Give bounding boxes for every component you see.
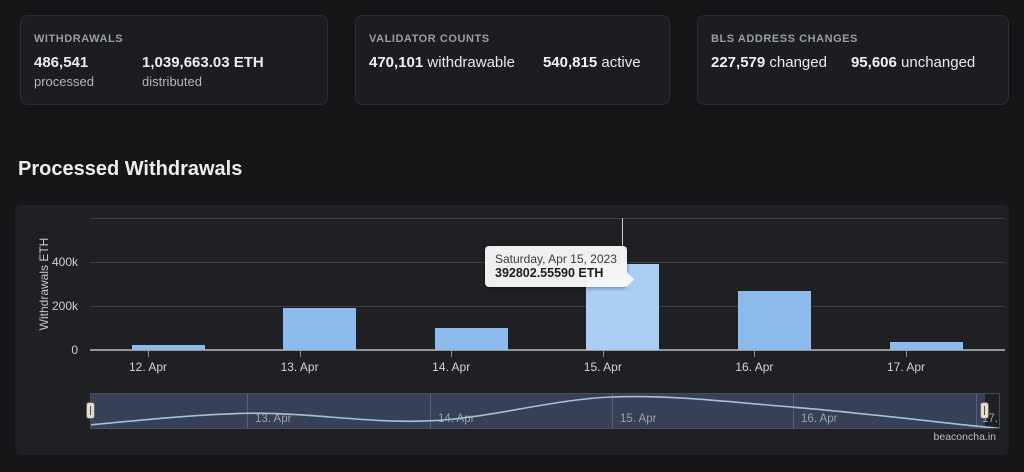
navigator-label: 13. Apr (255, 413, 292, 425)
x-tick (148, 351, 149, 357)
credits-link[interactable]: beaconcha.in (933, 431, 996, 443)
x-tick-label: 16. Apr (735, 360, 774, 374)
tooltip-value: 392802.55590 ETH (495, 266, 604, 280)
metric-label: distributed (142, 73, 202, 89)
y-axis-title: Withdrawals ETH (37, 237, 51, 331)
bar-16-apr[interactable] (737, 291, 811, 350)
metric-distributed: 1,039,663.03 ETH distributed (142, 54, 264, 91)
metric-value: 95,606 (850, 54, 897, 71)
y-tick-label: 0 (71, 343, 78, 357)
x-tick-label: 15. Apr (583, 360, 622, 374)
bar-17-apr[interactable] (889, 342, 963, 350)
x-tick (754, 351, 756, 357)
metric-withdrawable: 470,101 withdrawable (369, 54, 515, 71)
bls-address-changes-card: BLS ADDRESS CHANGES 227,579 changed 95,6… (697, 15, 1009, 105)
withdrawals-card: WITHDRAWALS 486,541 processed 1,039,663.… (20, 15, 328, 105)
metric-changed: 227,579 changed (711, 54, 827, 71)
bar-14-apr[interactable] (434, 328, 508, 350)
metric-value: 1,039,663.03 ETH (142, 54, 264, 71)
x-tick (451, 351, 453, 357)
navigator-series-line (91, 395, 999, 428)
bar-12-apr[interactable] (131, 345, 205, 350)
metric-value: 540,815 (542, 54, 598, 71)
navigator-gridline (612, 394, 613, 428)
x-tick (602, 351, 604, 357)
navigator-right-handle[interactable] (980, 402, 989, 419)
card-title: WITHDRAWALS (34, 33, 124, 45)
x-tick (299, 351, 301, 357)
card-title: VALIDATOR COUNTS (369, 33, 490, 45)
metric-unchanged: 95,606 unchanged (851, 54, 975, 71)
metric-value: 227,579 (711, 54, 766, 71)
x-tick-label: 17. Apr (886, 360, 926, 374)
card-metrics: 470,101 withdrawable 540,815 active (369, 54, 656, 71)
chart-navigator[interactable]: 13. Apr 14. Apr 15. Apr 16. Apr 17... (90, 393, 1000, 429)
navigator-gridline (793, 394, 794, 428)
x-tick-label: 12. Apr (128, 360, 168, 374)
metric-label: processed (34, 73, 94, 89)
navigator-left-handle[interactable] (86, 402, 95, 419)
x-tick (906, 351, 907, 357)
x-tick-label: 14. Apr (432, 360, 471, 374)
metric-label: withdrawable (427, 54, 515, 71)
navigator-gridline (430, 394, 431, 428)
page-title: Processed Withdrawals (18, 158, 243, 180)
crosshair-line (622, 218, 623, 266)
y-tick-label: 400k (51, 255, 78, 269)
tooltip-date: Saturday, Apr 15, 2023 (495, 252, 617, 266)
metric-processed: 486,541 processed (34, 54, 142, 91)
navigator-gridline (247, 394, 248, 428)
metric-value: 486,541 (34, 54, 89, 71)
metric-label: unchanged (901, 54, 976, 71)
x-tick-label: 13. Apr (280, 360, 319, 374)
gridline-600k (90, 218, 1005, 219)
validator-counts-card: VALIDATOR COUNTS 470,101 withdrawable 54… (355, 15, 670, 105)
metric-value: 470,101 (369, 54, 424, 71)
navigator-label: 16. Apr (801, 413, 838, 425)
card-title: BLS ADDRESS CHANGES (711, 33, 858, 45)
navigator-gridline (976, 394, 977, 428)
bar-13-apr[interactable] (283, 308, 357, 350)
metric-label: changed (769, 54, 827, 71)
card-metrics: 227,579 changed 95,606 unchanged (711, 54, 995, 71)
navigator-label: 15. Apr (620, 413, 657, 425)
y-tick-label: 200k (51, 299, 78, 313)
chart-tooltip: Saturday, Apr 15, 2023 392802.55590 ETH (485, 246, 635, 288)
metric-label: active (601, 54, 641, 71)
withdrawals-chart: Withdrawals ETH 400k 200k 0 12. Apr 13. A… (15, 205, 1009, 455)
x-axis-line (90, 349, 1005, 351)
card-metrics: 486,541 processed 1,039,663.03 ETH distr… (34, 54, 314, 91)
gridline-200k (90, 306, 1005, 307)
metric-active: 540,815 active (543, 54, 641, 71)
